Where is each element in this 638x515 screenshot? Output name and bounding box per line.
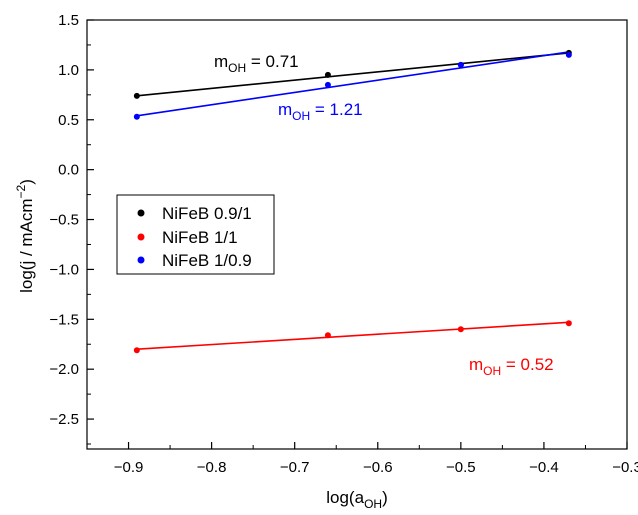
data-point-1 bbox=[457, 326, 464, 333]
y-tick-label: 1.5 bbox=[58, 12, 79, 29]
legend-marker-1 bbox=[137, 233, 145, 241]
x-axis: −0.9 −0.8 −0.7 −0.6 −0.5 −0.4 −0.3 bbox=[86, 442, 638, 476]
data-point-1 bbox=[133, 347, 140, 354]
data-point-1 bbox=[565, 320, 572, 327]
y-tick-label: 1.0 bbox=[58, 62, 79, 79]
x-tick-label: −0.8 bbox=[197, 459, 227, 476]
x-axis-label: log(aOH) bbox=[326, 488, 387, 511]
y-tick-label: 0.0 bbox=[58, 162, 79, 179]
legend: NiFeB 0.9/1 NiFeB 1/1 NiFeB 1/0.9 bbox=[116, 194, 275, 275]
legend-label-0: NiFeB 0.9/1 bbox=[162, 204, 252, 223]
y-tick-label: −2.0 bbox=[49, 361, 79, 378]
y-tick-label: 0.5 bbox=[58, 112, 79, 129]
y-tick-label: −1.0 bbox=[49, 261, 79, 278]
legend-label-1: NiFeB 1/1 bbox=[162, 228, 238, 247]
slope-annotation-0: mOH = 0.71 bbox=[214, 52, 299, 75]
y-axis: 1.5 1.0 0.5 0.0 −0.5 −1.0 −1.5 −2.0 −2.5 bbox=[49, 12, 94, 445]
data-point-2 bbox=[565, 51, 572, 58]
data-points bbox=[133, 49, 572, 354]
x-tick-label: −0.7 bbox=[280, 459, 310, 476]
fit-lines bbox=[136, 51, 569, 351]
fit-line-0 bbox=[136, 52, 569, 97]
plot-frame bbox=[86, 19, 628, 450]
x-tick-label: −0.5 bbox=[446, 459, 476, 476]
x-tick-label: −0.6 bbox=[363, 459, 393, 476]
fit-line-2 bbox=[136, 51, 569, 117]
data-point-2 bbox=[324, 81, 331, 88]
legend-marker-2 bbox=[137, 256, 145, 264]
slope-annotation-1: mOH = 0.52 bbox=[469, 355, 554, 378]
y-axis-label: log(j / mAcm−2) bbox=[14, 179, 36, 293]
x-tick-label: −0.3 bbox=[612, 459, 638, 476]
y-tick-label: −0.5 bbox=[49, 212, 79, 229]
y-tick-label: −2.5 bbox=[49, 411, 79, 428]
data-point-2 bbox=[133, 113, 140, 120]
y-tick-label: −1.5 bbox=[49, 311, 79, 328]
data-point-0 bbox=[133, 92, 140, 99]
x-tick-label: −0.9 bbox=[114, 459, 144, 476]
data-point-2 bbox=[457, 61, 464, 68]
legend-marker-0 bbox=[137, 209, 145, 217]
fit-line-1 bbox=[136, 321, 569, 351]
x-tick-label: −0.4 bbox=[529, 459, 559, 476]
data-point-0 bbox=[324, 71, 331, 78]
slope-annotation-2: mOH = 1.21 bbox=[278, 100, 363, 123]
data-point-1 bbox=[324, 332, 331, 339]
legend-label-2: NiFeB 1/0.9 bbox=[162, 251, 252, 270]
